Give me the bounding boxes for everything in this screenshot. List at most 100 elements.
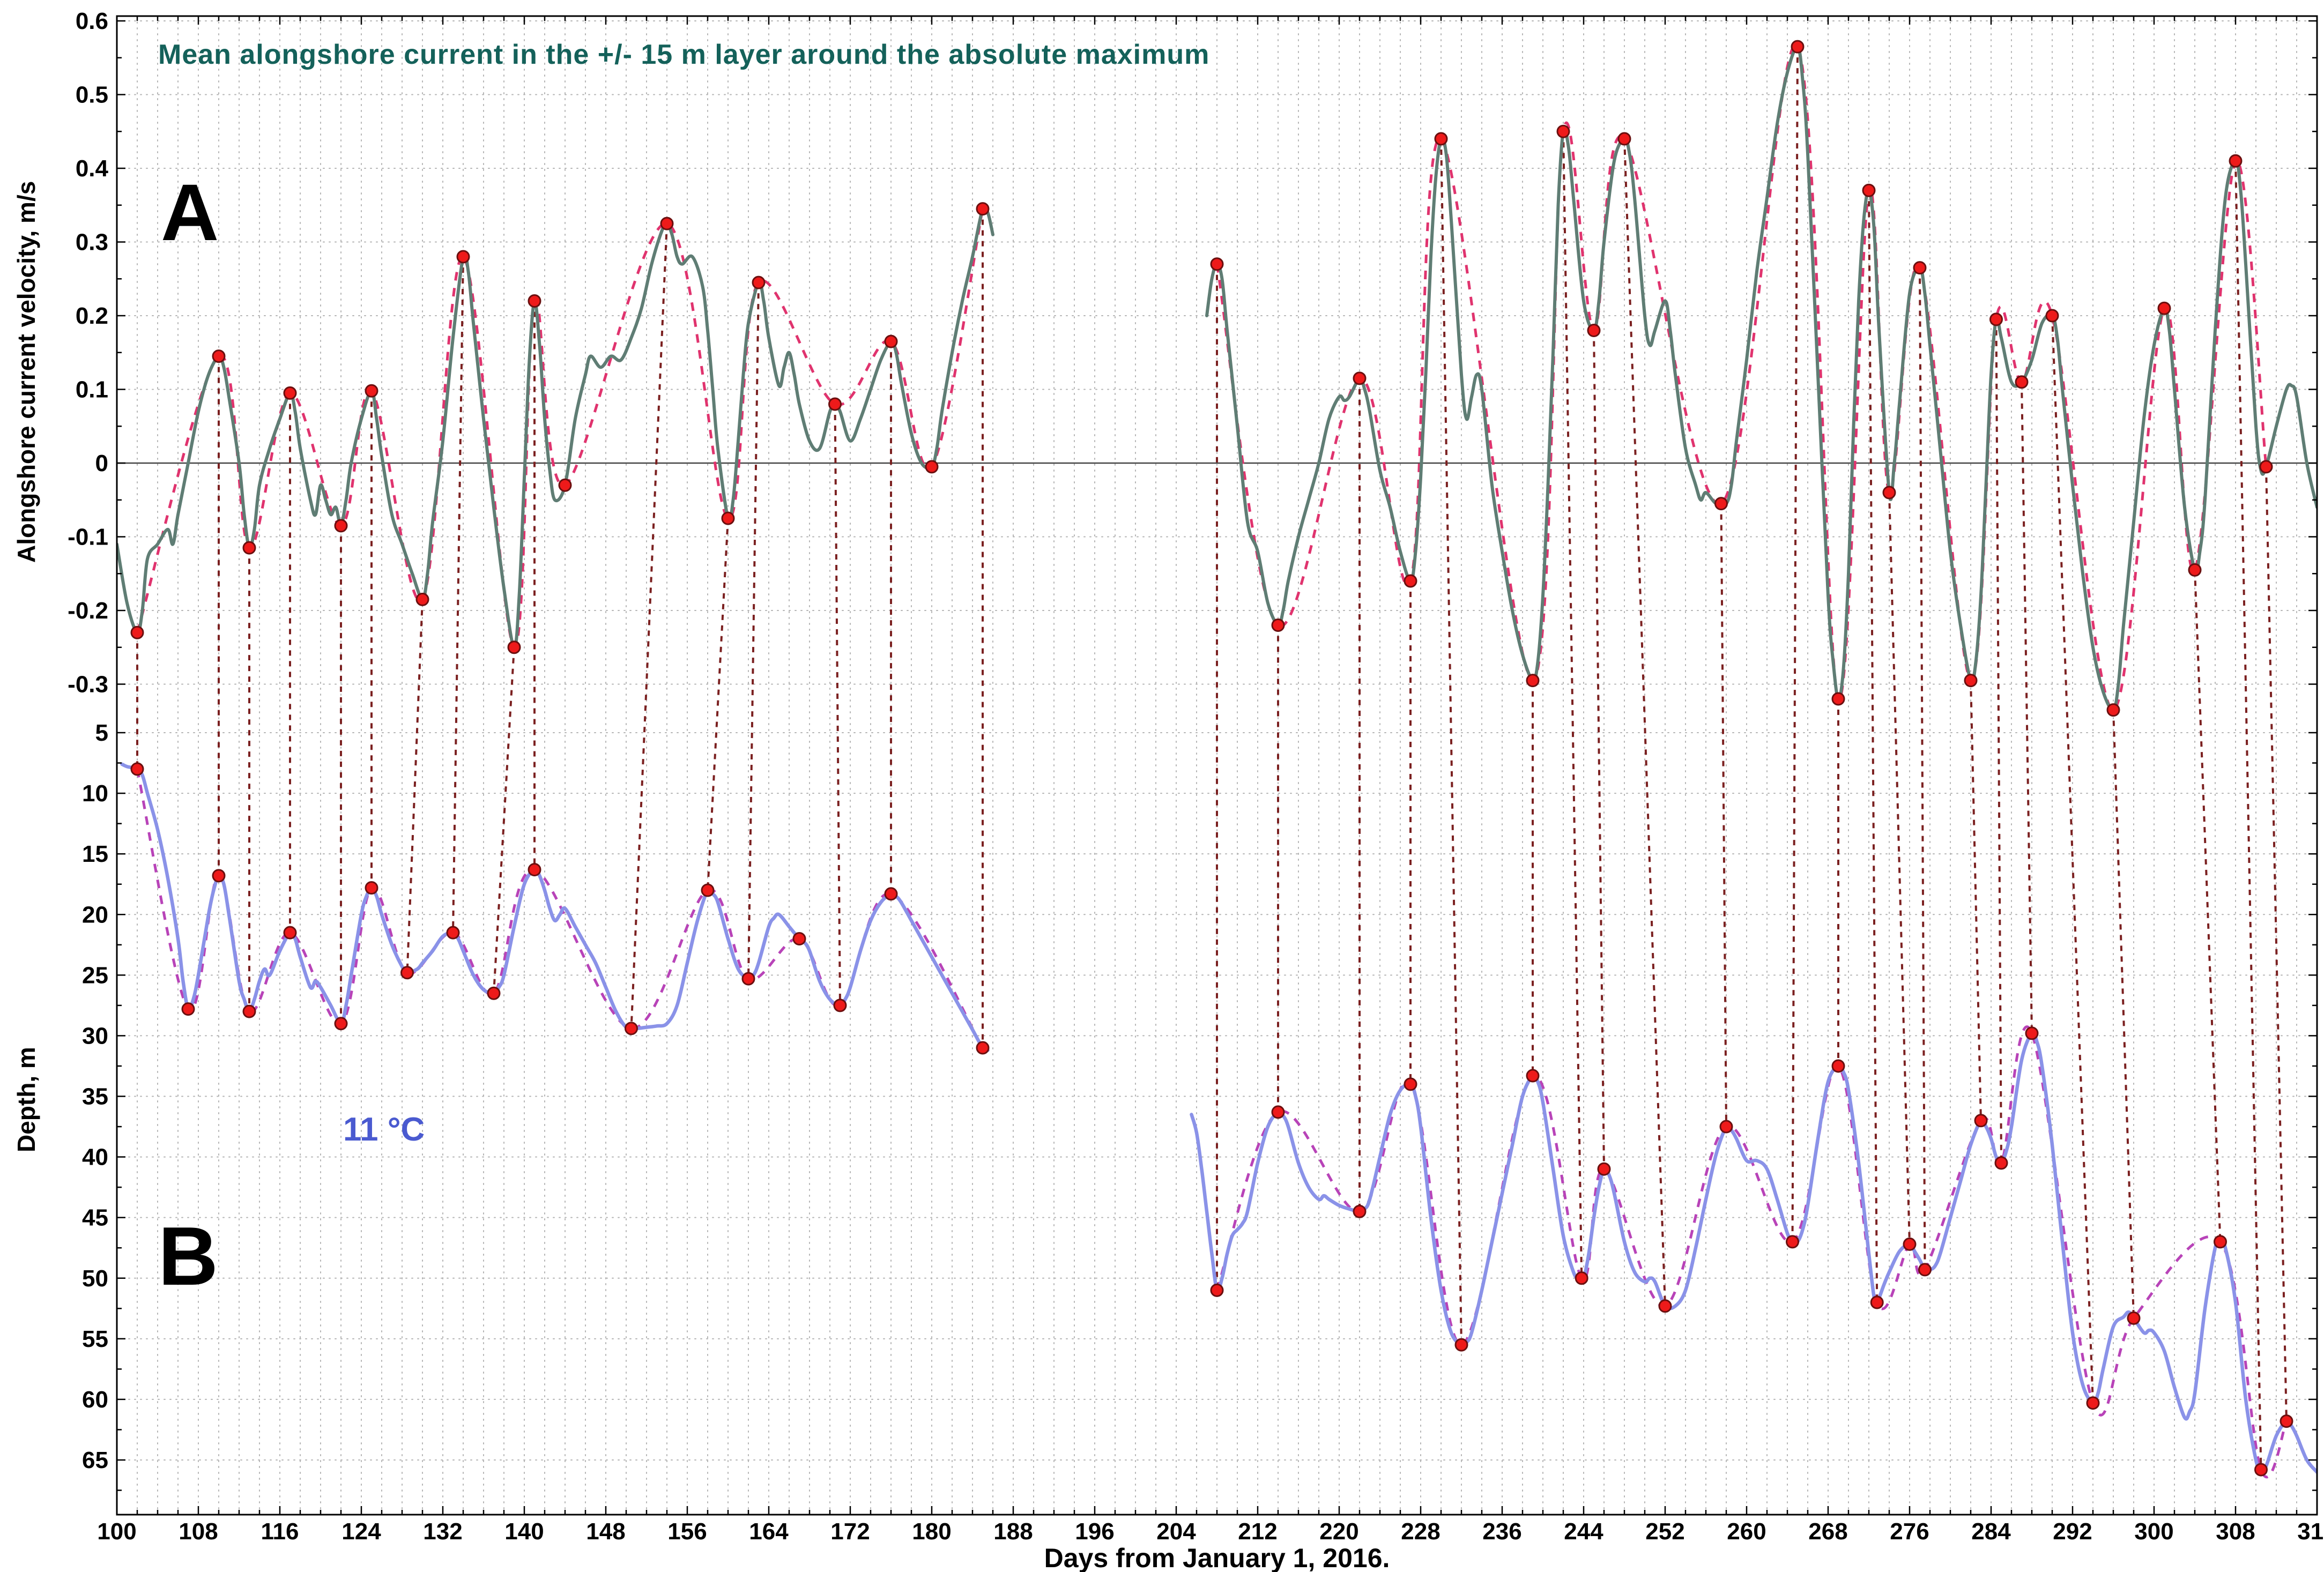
panel-b-label: B — [158, 1210, 218, 1302]
extreme-connector-line — [834, 404, 841, 1005]
velocity-extreme-marker — [2106, 703, 2120, 717]
x-tick-label: 100 — [97, 1518, 136, 1545]
velocity-tick-label: 0.1 — [76, 377, 108, 403]
velocity-extreme-marker — [558, 478, 572, 492]
velocity-extreme-marker — [1989, 312, 2003, 326]
extreme-connector-line — [452, 256, 464, 933]
velocity-extreme-marker — [1714, 497, 1728, 511]
depth-tick-label: 65 — [82, 1447, 108, 1473]
velocity-extreme-marker — [1526, 674, 1540, 688]
data-layer — [117, 40, 2317, 1479]
x-tick-label: 244 — [1564, 1518, 1603, 1545]
depth-extreme-marker — [792, 932, 806, 945]
depth-extreme-marker — [365, 881, 378, 895]
x-tick-label: 260 — [1727, 1518, 1766, 1545]
extreme-connector-line — [747, 282, 760, 979]
extreme-connector-line — [1562, 131, 1583, 1278]
depth-extreme-marker — [400, 966, 414, 980]
velocity-extreme-marker — [2045, 309, 2059, 323]
x-tick-label: 228 — [1401, 1518, 1440, 1545]
depth-tick-label: 60 — [82, 1387, 108, 1413]
depth-extreme-marker — [625, 1022, 638, 1035]
depth-extreme-marker — [2086, 1396, 2100, 1410]
x-tick-label: 308 — [2216, 1518, 2255, 1545]
velocity-extreme-marker — [1404, 574, 1417, 588]
velocity-tick-label: -0.3 — [68, 672, 108, 698]
depth-extreme-marker — [130, 762, 144, 776]
extreme-connector-line — [1623, 138, 1666, 1306]
depth-axis-title: Depth, m — [12, 1047, 40, 1152]
x-tick-label: 276 — [1890, 1518, 1929, 1545]
velocity-tick-label: 0.2 — [76, 303, 108, 329]
velocity-extreme-marker — [752, 275, 766, 289]
extreme-connector-line — [1868, 190, 1878, 1302]
velocity-extreme-marker — [2188, 563, 2202, 577]
depth-extreme-marker — [976, 1041, 990, 1055]
depth-extreme-marker — [1994, 1156, 2008, 1170]
velocity-extreme-marker — [130, 625, 144, 639]
velocity-extreme-marker — [365, 384, 378, 398]
velocity-line — [1205, 45, 2317, 712]
extreme-connector-line — [1995, 319, 2002, 1163]
depth-extreme-marker — [701, 883, 715, 897]
extreme-connector-line — [1970, 680, 1982, 1121]
velocity-extreme-marker — [456, 250, 470, 264]
depth-tick-label: 35 — [82, 1084, 108, 1110]
x-tick-label: 132 — [423, 1518, 462, 1545]
depth-tick-label: 55 — [82, 1326, 108, 1352]
x-axis-title: Days from January 1, 2016. — [1044, 1543, 1390, 1572]
extreme-connector-line — [707, 518, 729, 891]
x-tick-label: 268 — [1808, 1518, 1847, 1545]
extreme-connector-line — [1593, 330, 1605, 1169]
velocity-extreme-marker — [334, 519, 348, 533]
velocity-extreme-marker — [1353, 371, 1367, 385]
velocity-extreme-marker — [2015, 375, 2029, 389]
depth-extreme-marker — [1454, 1338, 1468, 1352]
velocity-tick-label: 0.3 — [76, 229, 108, 256]
velocity-extreme-marker — [660, 217, 674, 230]
extreme-connector-line — [1919, 267, 1926, 1270]
depth-extreme-marker — [1918, 1263, 1932, 1277]
x-tick-label: 220 — [1319, 1518, 1358, 1545]
velocity-extreme-marker — [721, 511, 735, 525]
depth-extreme-marker — [2280, 1414, 2293, 1428]
velocity-extreme-marker — [976, 202, 990, 216]
x-tick-label: 196 — [1075, 1518, 1114, 1545]
grid-layer — [116, 16, 2318, 1515]
velocity-extreme-marker — [242, 541, 256, 555]
depth-line — [120, 762, 990, 1052]
depth-extreme-marker — [1786, 1235, 1799, 1249]
chart-title: Mean alongshore current in the +/- 15 m … — [158, 39, 1210, 70]
x-tick-label: 156 — [667, 1518, 707, 1545]
x-tick-label: 180 — [912, 1518, 951, 1545]
depth-extreme-marker — [2025, 1026, 2039, 1040]
depth-extreme-marker — [528, 863, 541, 877]
depth-extreme-marker — [1831, 1059, 1845, 1073]
depth-extreme-marker — [1271, 1105, 1285, 1119]
velocity-extreme-marker — [528, 294, 541, 308]
depth-tick-label: 5 — [95, 720, 108, 746]
velocity-extreme-marker — [2259, 460, 2273, 474]
depth-tick-label: 45 — [82, 1205, 108, 1231]
depth-tick-label: 40 — [82, 1144, 108, 1171]
x-tick-label: 292 — [2053, 1518, 2092, 1545]
extreme-connector-line — [1888, 492, 1911, 1245]
depth-extreme-marker — [1526, 1069, 1540, 1083]
x-tick-label: 108 — [179, 1518, 218, 1545]
velocity-tick-label: 0 — [95, 450, 108, 476]
tick-labels: 100 108 116 124 132 140 148 156 164 172 180 188 196 2… — [68, 8, 2324, 1545]
depth-extreme-marker — [2254, 1463, 2268, 1477]
x-tick-label: 148 — [586, 1518, 625, 1545]
extreme-connector-line — [2021, 382, 2033, 1033]
x-tick-label: 300 — [2134, 1518, 2173, 1545]
depth-extreme-marker — [1658, 1299, 1672, 1313]
velocity-extreme-marker — [2157, 301, 2171, 315]
depth-tick-label: 50 — [82, 1265, 108, 1292]
depth-extreme-marker — [487, 986, 501, 1000]
x-tick-label: 284 — [1971, 1518, 2011, 1545]
depth-envelope-curve — [1215, 1025, 2288, 1479]
depth-extreme-marker — [2214, 1235, 2227, 1249]
x-tick-label: 316 — [2297, 1518, 2324, 1545]
velocity-tick-label: 0.6 — [76, 8, 108, 34]
velocity-tick-label: 0.4 — [76, 155, 109, 182]
